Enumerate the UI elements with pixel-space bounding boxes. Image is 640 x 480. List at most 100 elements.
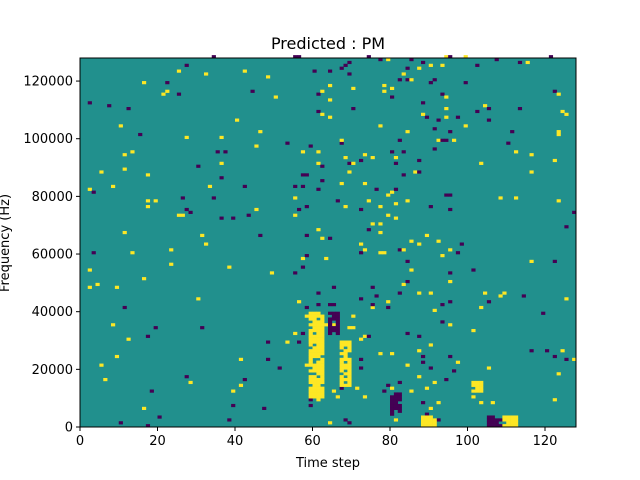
heatmap-cell: [475, 63, 480, 67]
heatmap-cell: [312, 349, 317, 353]
heatmap-cell: [347, 357, 352, 361]
heatmap-cell: [424, 386, 430, 390]
heatmap-cell: [475, 109, 480, 114]
heatmap-cell: [351, 314, 356, 318]
heatmap-cell: [401, 72, 406, 76]
heatmap-cell: [409, 239, 414, 243]
heatmap-cell: [390, 406, 395, 410]
heatmap-cell: [432, 78, 437, 82]
heatmap-cell: [514, 418, 519, 422]
heatmap-cell: [479, 383, 484, 387]
heatmap-cell: [452, 138, 457, 142]
heatmap-cell: [347, 326, 352, 330]
heatmap-cell: [320, 323, 325, 327]
heatmap-cell: [316, 334, 321, 338]
heatmap-cell: [304, 363, 309, 367]
heatmap-cell: [312, 317, 317, 321]
heatmap-cell: [196, 164, 201, 168]
heatmap-cell: [343, 156, 348, 160]
heatmap-cell: [300, 184, 306, 189]
heatmap-cell: [424, 415, 430, 419]
heatmap-cell: [130, 150, 135, 154]
heatmap-cell: [204, 242, 209, 246]
heatmap-cell: [316, 314, 321, 318]
heatmap-cell: [417, 349, 422, 353]
heatmap-cell: [339, 66, 344, 70]
heatmap-cell: [390, 412, 395, 416]
heatmap-cell: [444, 115, 449, 119]
heatmap-cell: [405, 199, 410, 203]
heatmap-cell: [486, 366, 492, 370]
heatmap-cell: [359, 337, 364, 341]
heatmap-cell: [308, 363, 313, 367]
y-tick-label: 120000: [23, 75, 73, 90]
heatmap-cell: [428, 418, 433, 422]
heatmap-cell: [393, 403, 399, 408]
heatmap-cell: [351, 86, 356, 91]
heatmap-cell: [114, 354, 120, 359]
heatmap-cell: [390, 86, 395, 91]
heatmap-cell: [486, 418, 492, 422]
heatmap-cell: [564, 225, 569, 229]
heatmap-cell: [359, 207, 364, 212]
heatmap-cell: [331, 285, 337, 289]
heatmap-cell: [483, 291, 488, 295]
y-axis-label: Frequency (Hz): [0, 194, 13, 292]
heatmap-cell: [328, 328, 333, 333]
heatmap-cell: [355, 386, 360, 390]
heatmap-cell: [347, 377, 352, 382]
heatmap-cell: [393, 392, 399, 396]
heatmap-cell: [506, 421, 511, 425]
heatmap-cell: [312, 377, 317, 382]
heatmap-cell: [490, 424, 495, 428]
heatmap-cell: [390, 398, 395, 402]
heatmap-cell: [393, 156, 399, 160]
heatmap-cell: [266, 75, 271, 79]
heatmap-cell: [475, 389, 480, 393]
heatmap-cell: [316, 389, 321, 393]
heatmap-cell: [366, 334, 371, 338]
heatmap-cell: [486, 300, 492, 304]
heatmap-cell: [316, 150, 321, 154]
heatmap-cell: [238, 357, 244, 361]
heatmap-cell: [362, 153, 368, 157]
heatmap-cell: [405, 279, 410, 284]
heatmap-cell: [386, 193, 391, 197]
heatmap-cell: [424, 412, 430, 416]
heatmap-cell: [347, 369, 352, 373]
heatmap-cell: [328, 303, 333, 307]
heatmap-cell: [421, 112, 426, 116]
heatmap-cell: [393, 406, 399, 410]
heatmap-cell: [312, 380, 317, 385]
heatmap-cell: [556, 92, 561, 96]
heatmap-cell: [552, 398, 557, 402]
heatmap-cell: [343, 418, 348, 422]
heatmap-cell: [405, 331, 410, 336]
heatmap-cell: [157, 415, 162, 419]
heatmap-cell: [111, 323, 116, 327]
heatmap-cell: [312, 375, 317, 379]
heatmap-cell: [417, 158, 422, 163]
heatmap-cell: [359, 242, 364, 246]
heatmap-cell: [409, 58, 414, 62]
heatmap-cell: [335, 395, 340, 399]
heatmap-cell: [153, 199, 158, 203]
heatmap-cell: [510, 421, 515, 425]
heatmap-cell: [316, 323, 321, 327]
heatmap-cell: [320, 375, 325, 379]
heatmap-cell: [386, 305, 391, 310]
heatmap-cell: [227, 418, 232, 422]
heatmap-cell: [421, 60, 426, 65]
heatmap-cell: [370, 285, 375, 289]
heatmap-cell: [335, 326, 340, 330]
heatmap-cell: [266, 357, 271, 361]
heatmap-cell: [386, 383, 391, 387]
heatmap-cell: [397, 138, 402, 142]
heatmap-cell: [552, 89, 557, 93]
heatmap-cell: [320, 179, 325, 183]
heatmap-cell: [339, 360, 344, 364]
x-tick-label: 80: [382, 434, 399, 449]
heatmap-cell: [479, 305, 484, 310]
heatmap-cell: [188, 210, 193, 214]
heatmap-cell: [548, 55, 554, 59]
